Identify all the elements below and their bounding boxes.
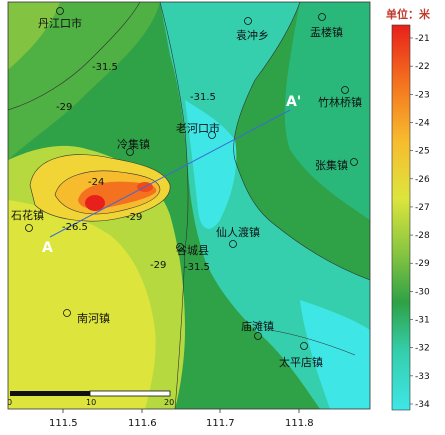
contour-fill-nw-green xyxy=(8,2,160,160)
contour-fill-central-light xyxy=(185,100,237,229)
city-marker-danjiangkou: 丹江口市 xyxy=(38,7,82,30)
contour-label: -31.5 xyxy=(92,62,118,73)
svg-text:袁冲乡: 袁冲乡 xyxy=(236,28,269,42)
svg-text:庙滩镇: 庙滩镇 xyxy=(241,319,274,333)
legend-tick-label: -32 xyxy=(415,344,430,354)
city-marker-shihua: 石花镇 xyxy=(11,208,44,232)
contour-fill-nw-light xyxy=(8,2,60,70)
city-marker-gucheng: 谷城县 xyxy=(176,243,209,257)
svg-text:盂楼镇: 盂楼镇 xyxy=(310,25,343,39)
city-marker-lengji: 冷集镇 xyxy=(117,137,150,156)
svg-text:冷集镇: 冷集镇 xyxy=(117,137,150,151)
svg-text:老河口市: 老河口市 xyxy=(176,121,220,135)
city-marker-yulou: 盂楼镇 xyxy=(310,13,343,39)
legend-tick-label: -21 xyxy=(415,34,430,44)
profile-label-start: A xyxy=(42,240,53,256)
contour-fill-southeast-cyan xyxy=(300,300,370,409)
contour-label: -31.5 xyxy=(190,92,216,103)
legend-tick-label: -29 xyxy=(415,259,430,269)
contour-line xyxy=(8,2,141,111)
contour-line xyxy=(54,170,161,215)
contour-line xyxy=(233,2,370,281)
legend-tick-label: -26 xyxy=(415,175,430,185)
svg-text:丹江口市: 丹江口市 xyxy=(38,16,82,30)
x-tick-label: 111.5 xyxy=(49,418,78,429)
svg-text:谷城县: 谷城县 xyxy=(176,244,209,257)
city-marker-yuanchong: 袁冲乡 xyxy=(236,17,269,42)
svg-text:仙人渡镇: 仙人渡镇 xyxy=(216,225,260,239)
legend-tick-label: -22 xyxy=(415,62,430,72)
x-tick-label: 111.7 xyxy=(206,418,235,429)
contour-label: -29 xyxy=(126,212,142,223)
contour-label: -26.5 xyxy=(62,222,88,233)
svg-text:南河镇: 南河镇 xyxy=(77,311,110,325)
scale-bar: 0 10 20 xyxy=(7,390,174,407)
legend-tick-label: -23 xyxy=(415,90,430,100)
x-tick-label: 111.8 xyxy=(285,418,314,429)
city-marker-xianrendu: 仙人渡镇 xyxy=(216,225,260,248)
legend-tick-label: -30 xyxy=(415,287,430,297)
scale-label: 10 xyxy=(86,398,96,407)
legend-tick-label: -34 xyxy=(415,400,430,410)
contour-label: -24 xyxy=(88,177,104,188)
legend-tick-label: -27 xyxy=(415,203,430,213)
legend-colorbar xyxy=(391,24,411,411)
city-marker-miaotan: 庙滩镇 xyxy=(241,319,274,340)
legend-tick-label: -33 xyxy=(415,372,430,382)
color-legend: 单位：米 -21 -22 -23 -24 -25 -26 -27 -28 -29 -30 -31 -3… xyxy=(386,7,431,411)
contour-label: -31.5 xyxy=(184,262,210,273)
svg-text:竹林桥镇: 竹林桥镇 xyxy=(318,95,362,109)
contour-line xyxy=(269,329,356,356)
contour-line xyxy=(159,2,189,409)
contour-fill-ne-green xyxy=(284,2,370,220)
svg-text:石花镇: 石花镇 xyxy=(11,208,44,222)
map-frame xyxy=(7,1,371,410)
contour-label: -29 xyxy=(56,102,72,113)
contour-fill-sw-lime xyxy=(8,200,156,409)
scale-label: 0 xyxy=(7,398,12,407)
city-marker-zhulinqiao: 竹林桥镇 xyxy=(318,86,362,109)
scale-label: 20 xyxy=(164,398,174,407)
svg-text:太平店镇: 太平店镇 xyxy=(279,355,323,369)
legend-tick-label: -24 xyxy=(415,118,430,128)
city-marker-zhangji: 张集镇 xyxy=(315,158,358,172)
profile-line xyxy=(49,109,291,238)
x-axis: 111.5 111.6 111.7 111.8 xyxy=(49,409,314,429)
svg-text:张集镇: 张集镇 xyxy=(315,158,348,172)
city-marker-laohekou: 老河口市 xyxy=(176,121,220,139)
contour-fill-anomaly-core xyxy=(85,195,105,211)
contour-label: -29 xyxy=(150,260,166,271)
city-marker-taipingdian: 太平店镇 xyxy=(279,342,323,369)
x-tick-label: 111.6 xyxy=(128,418,157,429)
legend-tick-label: -25 xyxy=(415,147,430,157)
legend-tick-label: -28 xyxy=(415,231,430,241)
city-marker-nanhe: 南河镇 xyxy=(63,309,110,325)
legend-tick-label: -31 xyxy=(415,316,430,326)
profile-label-end: A' xyxy=(286,94,301,110)
legend-title: 单位：米 xyxy=(386,7,431,21)
map-area: -31.5 -29 -24 -26.5 -29 -31.5 -29 -31.5 … xyxy=(7,2,370,409)
